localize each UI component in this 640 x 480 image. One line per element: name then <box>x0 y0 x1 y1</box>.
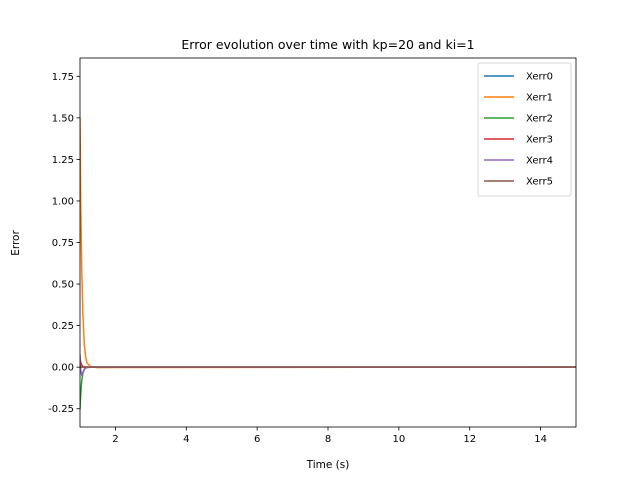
x-tick-label: 8 <box>325 434 331 445</box>
legend-label-xerr3: Xerr3 <box>526 135 553 146</box>
y-axis: -0.25 0.00 0.25 0.50 0.75 1.00 1.25 1.50 1.75 <box>48 72 80 415</box>
y-tick-label: -0.25 <box>48 404 74 415</box>
y-tick-label: 1.25 <box>52 155 74 166</box>
y-tick-label: 0.25 <box>52 321 74 332</box>
y-tick-label: 0.75 <box>52 238 74 249</box>
legend-label-xerr0: Xerr0 <box>526 72 553 83</box>
series-group <box>80 117 576 410</box>
x-tick-label: 14 <box>534 434 547 445</box>
legend-label-xerr5: Xerr5 <box>526 177 553 188</box>
x-axis-label: Time (s) <box>306 459 350 471</box>
x-tick-label: 2 <box>112 434 118 445</box>
legend-label-xerr1: Xerr1 <box>526 93 553 104</box>
x-tick-label: 4 <box>183 434 189 445</box>
legend: Xerr0 Xerr1 Xerr2 Xerr3 Xerr4 Xerr5 <box>477 62 572 197</box>
y-axis-label: Error <box>10 230 22 256</box>
y-tick-label: 1.00 <box>52 196 74 207</box>
x-axis: 2 4 6 8 10 12 14 <box>112 427 547 445</box>
y-tick-label: 0.50 <box>52 280 74 291</box>
x-tick-label: 6 <box>254 434 260 445</box>
y-tick-label: 1.50 <box>52 113 74 124</box>
y-tick-label: 0.00 <box>52 363 74 374</box>
x-tick-label: 12 <box>463 434 476 445</box>
chart-title: Error evolution over time with kp=20 and… <box>181 37 474 52</box>
y-tick-label: 1.75 <box>52 72 74 83</box>
legend-label-xerr4: Xerr4 <box>526 156 553 167</box>
legend-label-xerr2: Xerr2 <box>526 114 553 125</box>
x-tick-label: 10 <box>392 434 405 445</box>
legend-box <box>477 62 572 197</box>
